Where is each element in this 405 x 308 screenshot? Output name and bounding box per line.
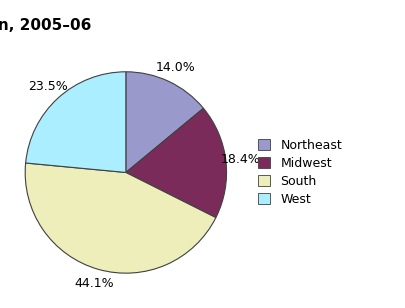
Text: 14.0%: 14.0%	[155, 61, 194, 74]
Wedge shape	[25, 163, 215, 273]
Title: Census Region, 2005–06: Census Region, 2005–06	[0, 18, 92, 33]
Wedge shape	[126, 72, 203, 172]
Text: 18.4%: 18.4%	[220, 153, 260, 166]
Wedge shape	[26, 72, 126, 172]
Text: 44.1%: 44.1%	[74, 277, 113, 290]
Text: 23.5%: 23.5%	[28, 80, 68, 93]
Legend: Northeast, Midwest, South, West: Northeast, Midwest, South, West	[257, 139, 341, 206]
Wedge shape	[126, 108, 226, 218]
